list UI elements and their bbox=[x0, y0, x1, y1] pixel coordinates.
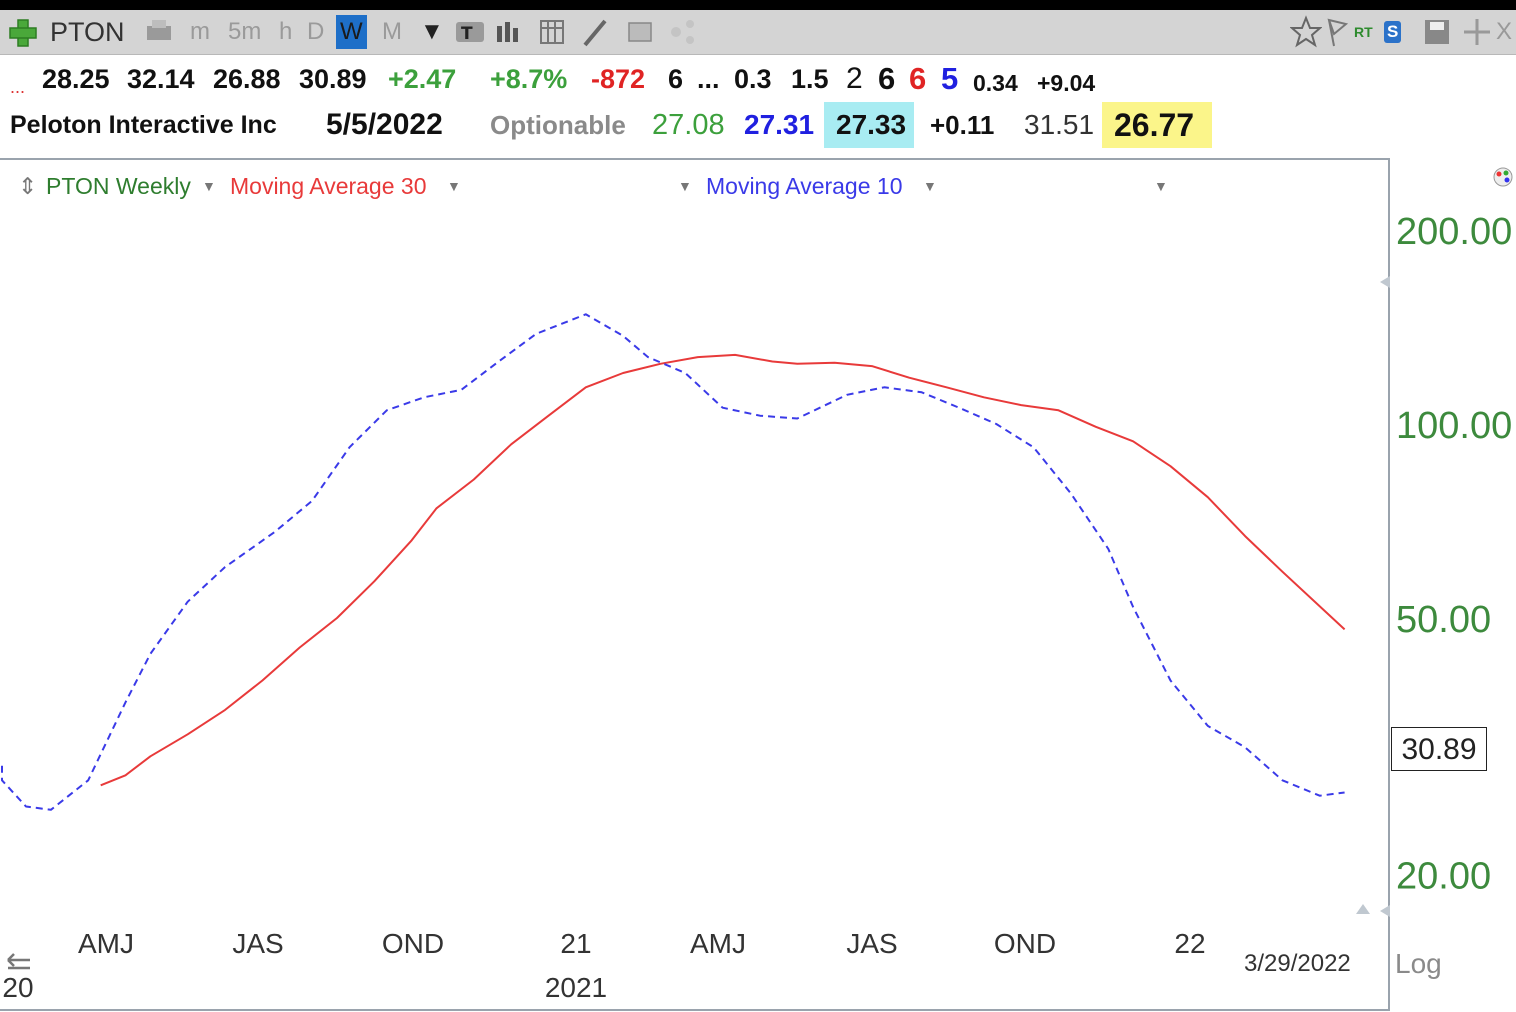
svg-text:T: T bbox=[461, 24, 473, 44]
timeframe-m-monthly[interactable]: M bbox=[382, 18, 402, 45]
highlight-price: 26.77 bbox=[1102, 102, 1212, 148]
quote-value-3: 1.5 bbox=[791, 64, 829, 94]
open-price: 28.25 bbox=[42, 64, 110, 94]
quote-value-6: 6 bbox=[909, 61, 927, 96]
timeframe-m[interactable]: m bbox=[190, 18, 210, 45]
x-year-label: 2021 bbox=[545, 972, 607, 1003]
share-icon[interactable] bbox=[668, 10, 700, 54]
quote-dots: ... bbox=[697, 64, 720, 94]
scroll-left-arrow-icon[interactable] bbox=[1380, 905, 1390, 917]
legend-symbol-dropdown-icon[interactable]: ▼ bbox=[202, 178, 216, 194]
move-icon[interactable] bbox=[1462, 10, 1492, 54]
ma30-line[interactable] bbox=[100, 353, 1346, 787]
quote-value-2: 0.3 bbox=[734, 64, 772, 94]
timeframe-h[interactable]: h bbox=[279, 18, 293, 45]
legend-dropdown-icon[interactable]: ▼ bbox=[678, 178, 692, 194]
quote-line-2: Peloton Interactive Inc 5/5/2022 Optiona… bbox=[0, 102, 1516, 148]
x-year-label: 20 bbox=[2, 972, 33, 1003]
volume-change: -872 bbox=[591, 64, 646, 94]
legend-ma30-dropdown-icon[interactable]: ▼ bbox=[447, 178, 461, 194]
quote-value-1: 6 bbox=[668, 64, 684, 94]
x-tick-label: OND bbox=[994, 928, 1056, 959]
timeframe-5m[interactable]: 5m bbox=[228, 18, 262, 45]
y-tick-label: 200.00 bbox=[1396, 211, 1512, 253]
legend-ma30[interactable]: Moving Average 30 bbox=[230, 173, 427, 199]
symbol-label[interactable]: PTON bbox=[50, 17, 125, 47]
pencil-icon[interactable] bbox=[580, 10, 610, 54]
quote-date: 5/5/2022 bbox=[326, 108, 443, 141]
flag-icon[interactable] bbox=[1326, 10, 1349, 54]
quote-value-8: 0.34 bbox=[973, 70, 1018, 96]
timeframe-w[interactable]: W bbox=[336, 15, 367, 49]
pane-resize-icon[interactable]: ⇕ bbox=[18, 173, 38, 199]
x-tick-label: JAS bbox=[232, 928, 283, 959]
bar-chart-icon[interactable] bbox=[494, 10, 524, 54]
quote-value-9: +9.04 bbox=[1037, 70, 1096, 96]
timeframe-dropdown-icon[interactable]: ▼ bbox=[420, 18, 444, 45]
grid-icon[interactable] bbox=[538, 10, 568, 54]
x-tick-label: 21 bbox=[560, 928, 591, 959]
x-tick-label: AMJ bbox=[690, 928, 746, 959]
note-icon[interactable] bbox=[624, 10, 656, 54]
log-scale-toggle[interactable]: Log bbox=[1395, 948, 1442, 979]
previous-price: 31.51 bbox=[1024, 109, 1095, 140]
ask-price: 27.33 bbox=[824, 102, 914, 148]
bid-price: 27.31 bbox=[744, 109, 815, 140]
timeframe-d[interactable]: D bbox=[307, 18, 325, 45]
optionable-label[interactable]: Optionable bbox=[490, 110, 626, 140]
last-price-box: 30.89 bbox=[1391, 727, 1487, 771]
close-button[interactable]: X bbox=[1496, 18, 1513, 45]
ask-change: +0.11 bbox=[930, 110, 995, 140]
scale-arrow-icon[interactable] bbox=[1356, 904, 1370, 914]
y-tick-label: 100.00 bbox=[1396, 405, 1512, 447]
x-tick-label: AMJ bbox=[78, 928, 134, 959]
legend-ma10-dropdown-icon[interactable]: ▼ bbox=[923, 178, 937, 194]
x-tick-label: JAS bbox=[846, 928, 897, 959]
y-tick-label: 50.00 bbox=[1396, 599, 1491, 641]
quote-value-5: 6 bbox=[878, 61, 896, 96]
y-tick-label: 20.00 bbox=[1396, 855, 1491, 897]
quote-value-7: 5 bbox=[941, 61, 959, 96]
high-price: 32.14 bbox=[127, 64, 195, 94]
company-name: Peloton Interactive Inc bbox=[10, 111, 277, 139]
save-icon[interactable] bbox=[1422, 10, 1452, 54]
x-tick-label: 22 bbox=[1174, 928, 1205, 959]
star-icon[interactable] bbox=[1289, 10, 1323, 54]
window-top-border bbox=[0, 0, 1516, 10]
quote-line-1: ... 28.25 32.14 26.88 30.89 +2.47 +8.7% … bbox=[0, 56, 1516, 102]
print-icon[interactable] bbox=[143, 10, 175, 54]
s-menu-button[interactable]: S bbox=[1384, 21, 1402, 43]
last-price: 27.08 bbox=[652, 109, 725, 141]
text-tool-icon[interactable]: T bbox=[454, 10, 486, 54]
price-change: +2.47 bbox=[388, 64, 457, 94]
realtime-label[interactable]: RT bbox=[1354, 24, 1373, 40]
ma10-line[interactable] bbox=[1, 313, 1345, 811]
add-symbol-icon[interactable] bbox=[8, 10, 38, 54]
palette-icon[interactable] bbox=[1492, 164, 1514, 196]
legend-extra-dropdown-icon[interactable]: ▼ bbox=[1154, 178, 1168, 194]
x-tick-label: OND bbox=[382, 928, 444, 959]
chart-frame bbox=[0, 158, 1390, 1011]
scroll-back-icon[interactable] bbox=[7, 953, 30, 970]
close-price: 30.89 bbox=[299, 64, 367, 94]
legend-ma10[interactable]: Moving Average 10 bbox=[706, 173, 903, 199]
low-price: 26.88 bbox=[213, 64, 281, 94]
cursor-date-label: 3/29/2022 bbox=[1244, 950, 1351, 977]
chart-toolbar: PTON m 5m h D W M ▼ T RT S X bbox=[0, 10, 1516, 55]
quote-value-4: 2 bbox=[846, 62, 863, 95]
price-change-pct: +8.7% bbox=[490, 64, 568, 94]
legend-symbol[interactable]: PTON Weekly bbox=[46, 173, 191, 199]
quote-menu-ellipsis[interactable]: ... bbox=[10, 77, 26, 97]
scroll-up-arrow-icon[interactable] bbox=[1380, 276, 1390, 288]
